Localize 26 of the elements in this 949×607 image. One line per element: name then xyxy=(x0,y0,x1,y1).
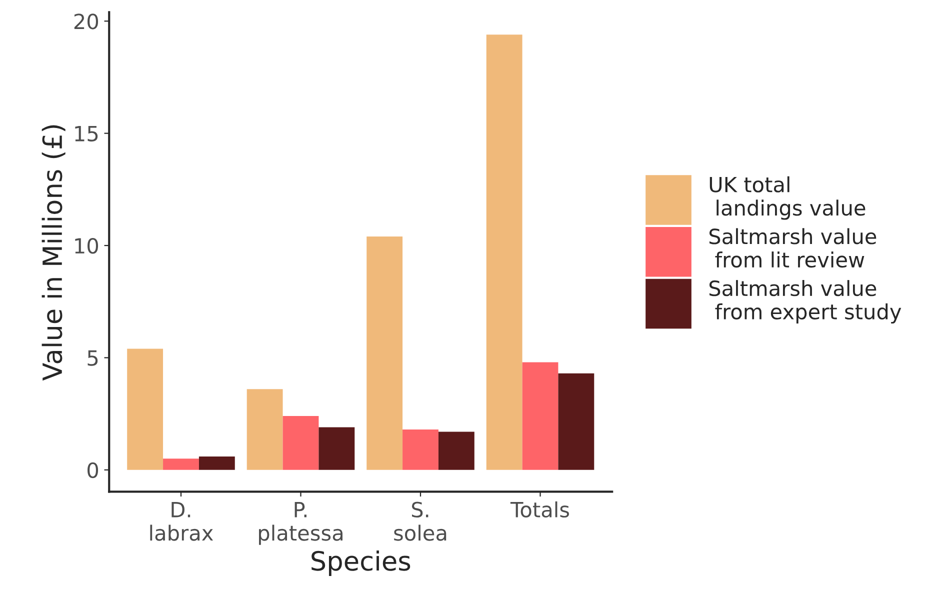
bar xyxy=(438,432,474,470)
bar xyxy=(282,416,319,470)
bar xyxy=(246,389,283,470)
legend-label: UK total landings value xyxy=(710,176,866,220)
y-axis-title: Value in Millions (£) xyxy=(42,125,66,381)
x-tick-label: D. labrax xyxy=(150,502,214,541)
y-tick-label: 15 xyxy=(75,126,98,142)
bar xyxy=(402,430,438,470)
bar xyxy=(366,236,403,470)
bar xyxy=(486,34,522,470)
x-axis-title: Species xyxy=(312,550,410,576)
y-tick-label: 5 xyxy=(88,350,98,366)
bar xyxy=(558,373,594,470)
bar xyxy=(522,362,558,470)
bar xyxy=(198,456,235,470)
bar xyxy=(163,458,199,470)
x-tick-label: Totals xyxy=(510,501,569,518)
bar xyxy=(127,348,164,470)
y-tick-label: 0 xyxy=(88,462,98,478)
x-tick-label: P. platessa xyxy=(259,502,342,545)
bar xyxy=(318,427,355,470)
y-tick-label: 10 xyxy=(75,238,98,254)
y-tick-label: 20 xyxy=(74,14,98,30)
legend-label: Saltmarsh value from lit review xyxy=(709,228,876,268)
x-tick-label: S. solea xyxy=(394,502,446,541)
legend-label: Saltmarsh value from expert study xyxy=(709,280,902,324)
